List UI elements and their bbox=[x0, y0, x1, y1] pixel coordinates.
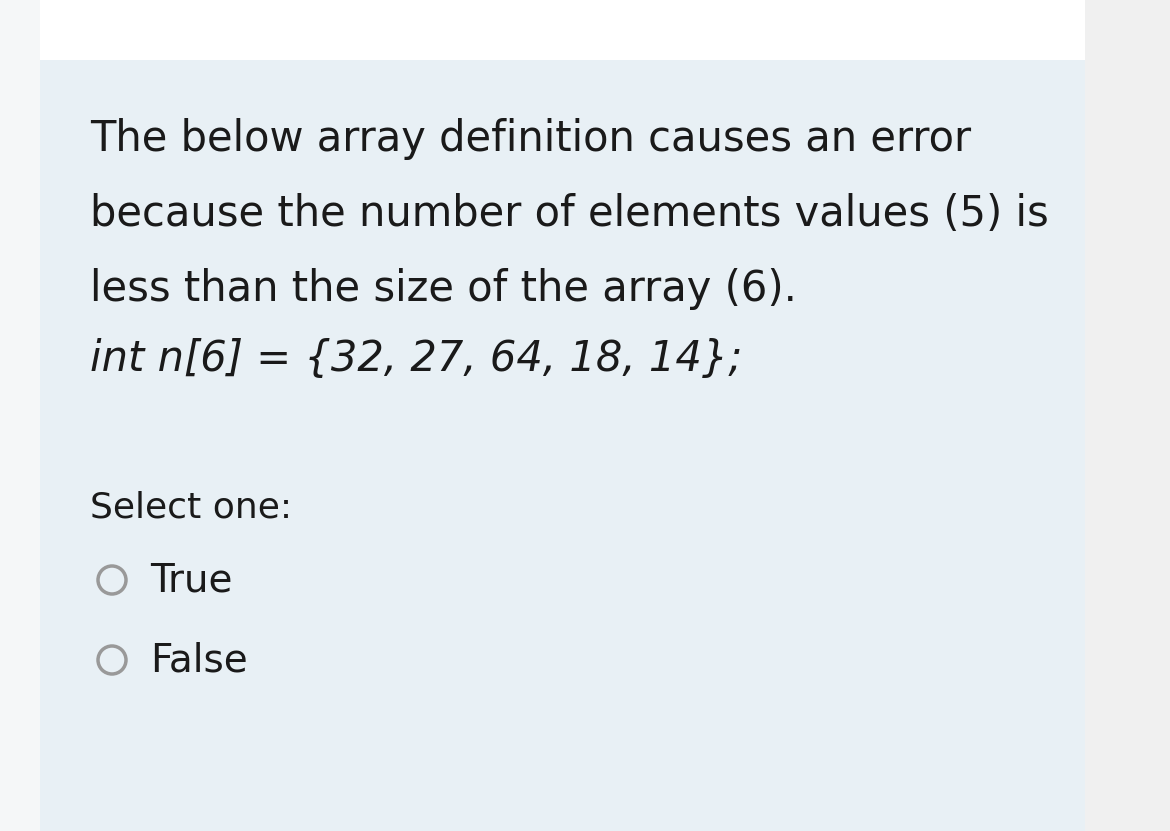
Circle shape bbox=[98, 566, 126, 594]
Bar bbox=[1085, 0, 1170, 831]
Bar bbox=[0, 0, 40, 831]
Text: True: True bbox=[150, 562, 233, 600]
Circle shape bbox=[98, 646, 126, 674]
Text: int n[6] = {32, 27, 64, 18, 14};: int n[6] = {32, 27, 64, 18, 14}; bbox=[90, 338, 743, 380]
Text: False: False bbox=[150, 642, 248, 680]
Text: Select one:: Select one: bbox=[90, 490, 292, 524]
Text: The below array definition causes an error: The below array definition causes an err… bbox=[90, 118, 971, 160]
Bar bbox=[40, 0, 1085, 60]
Text: because the number of elements values (5) is: because the number of elements values (5… bbox=[90, 193, 1048, 235]
Bar bbox=[40, 0, 1085, 831]
Text: less than the size of the array (6).: less than the size of the array (6). bbox=[90, 268, 797, 310]
